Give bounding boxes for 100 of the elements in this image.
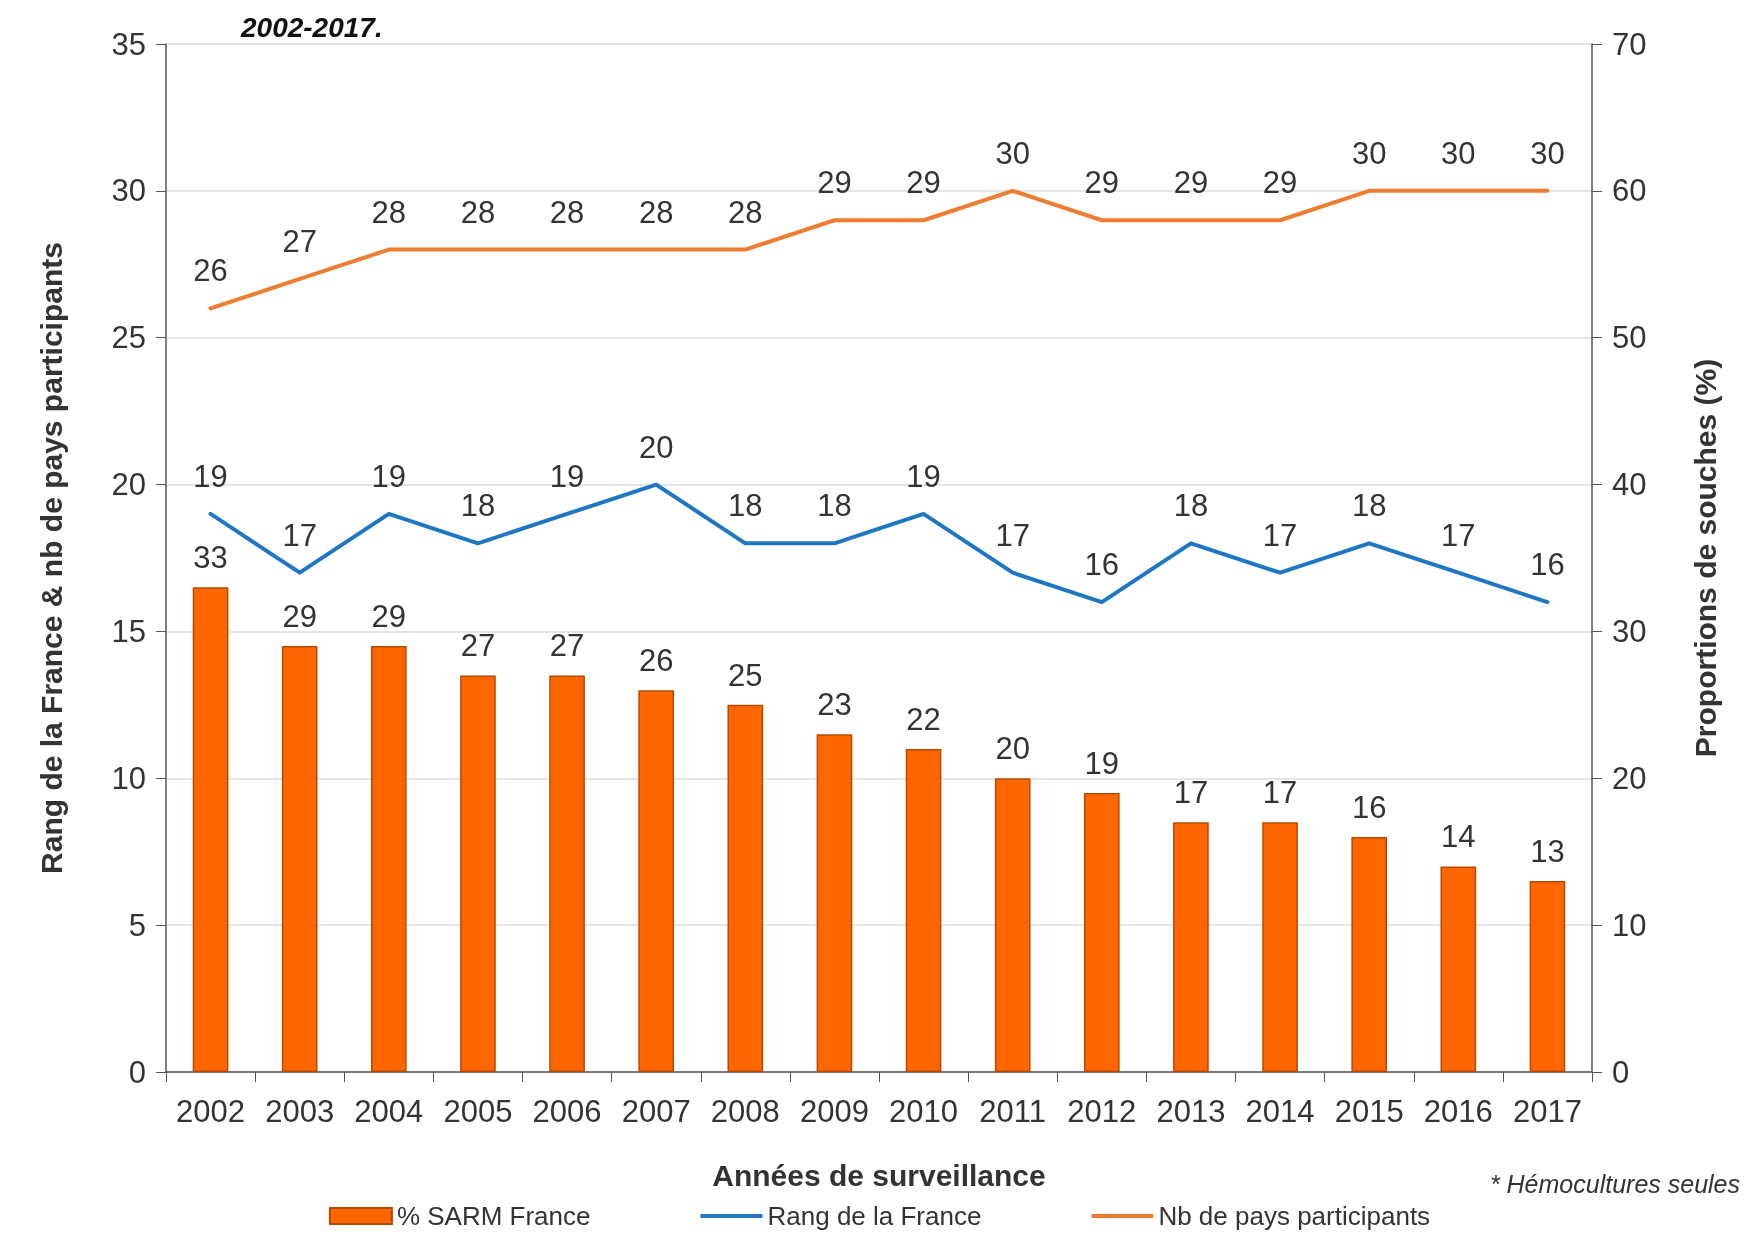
data-label: 16 xyxy=(1351,790,1387,826)
x-tick-label: 2009 xyxy=(799,1094,869,1129)
data-label: 23 xyxy=(817,687,852,723)
bar xyxy=(549,675,585,1072)
bar xyxy=(1083,792,1120,1072)
y-axis-title: Rang de la France & nb de pays participants xyxy=(34,242,68,874)
y-tick-label: 20 xyxy=(111,467,146,503)
x-tick-label: 2016 xyxy=(1423,1094,1493,1129)
y2-tick-label: 10 xyxy=(1612,907,1647,943)
x-tick-label: 2015 xyxy=(1334,1094,1404,1129)
x-tick-label: 2002 xyxy=(176,1094,246,1129)
data-label: 19 xyxy=(1084,745,1120,781)
legend-label: % SARM France xyxy=(396,1201,591,1231)
data-label: 29 xyxy=(1084,165,1120,201)
x-tick-label: 2007 xyxy=(621,1094,691,1129)
data-label: 27 xyxy=(282,223,317,259)
data-label: 18 xyxy=(728,488,763,524)
x-tick-label: 2008 xyxy=(710,1094,780,1129)
data-label: 30 xyxy=(1351,135,1387,171)
data-label: 27 xyxy=(460,628,496,664)
y-tick-label: 0 xyxy=(128,1054,146,1090)
y-tick-label: 5 xyxy=(128,907,146,943)
data-label: 28 xyxy=(549,194,585,230)
data-label: 28 xyxy=(460,194,496,230)
y2-tick-label: 60 xyxy=(1612,173,1647,209)
data-label: 17 xyxy=(1441,517,1476,553)
data-label: 29 xyxy=(282,599,317,635)
data-label: 19 xyxy=(549,458,585,494)
data-label: 16 xyxy=(1530,547,1565,583)
data-label: 18 xyxy=(1173,488,1209,524)
data-label: 25 xyxy=(728,657,763,693)
y-tick-label: 10 xyxy=(111,760,146,796)
bar xyxy=(370,646,407,1072)
y2-tick-label: 40 xyxy=(1612,467,1647,503)
data-label: 17 xyxy=(282,517,317,553)
y2-tick-label: 20 xyxy=(1612,760,1647,796)
x-axis-title: Années de surveillance xyxy=(712,1158,1046,1192)
data-label: 30 xyxy=(1530,135,1565,171)
data-label: 20 xyxy=(638,429,674,465)
data-label: 18 xyxy=(460,488,496,524)
data-label: 30 xyxy=(995,135,1030,171)
bar xyxy=(727,704,764,1072)
data-label: 19 xyxy=(906,458,941,494)
x-tick-label: 2003 xyxy=(265,1094,335,1129)
data-label: 17 xyxy=(1262,775,1298,811)
data-label: 30 xyxy=(1441,135,1476,171)
data-label: 17 xyxy=(1173,775,1209,811)
legend-label: Rang de la France xyxy=(767,1201,982,1231)
data-label: 14 xyxy=(1441,819,1476,855)
data-label: 27 xyxy=(549,628,585,664)
bar xyxy=(192,587,229,1072)
text: * Hémocultures seules xyxy=(1489,1169,1741,1198)
data-label: 22 xyxy=(906,701,941,737)
legend-label: Nb de pays participants xyxy=(1158,1201,1431,1231)
data-label: 33 xyxy=(193,540,228,576)
data-label: 29 xyxy=(371,599,407,635)
data-label: 26 xyxy=(638,643,674,679)
data-label: 17 xyxy=(995,517,1030,553)
x-tick-label: 2010 xyxy=(889,1094,959,1129)
y-tick-label: 15 xyxy=(111,613,146,649)
y2-tick-label: 50 xyxy=(1612,320,1647,356)
y2-axis-title: Proportions de souches (%) xyxy=(1688,358,1722,758)
data-label: 20 xyxy=(995,731,1030,767)
x-tick-label: 2006 xyxy=(532,1094,602,1129)
y2-tick-label: 30 xyxy=(1612,613,1647,649)
data-label: 28 xyxy=(638,194,674,230)
data-label: 29 xyxy=(906,165,941,201)
x-tick-label: 2011 xyxy=(979,1094,1047,1129)
data-label: 17 xyxy=(1262,517,1298,553)
x-tick-label: 2005 xyxy=(443,1094,513,1129)
data-label: 19 xyxy=(371,458,407,494)
data-label: 26 xyxy=(193,253,228,289)
bar xyxy=(1440,866,1477,1072)
bar xyxy=(1351,837,1388,1072)
data-label: 19 xyxy=(193,458,228,494)
data-label: 13 xyxy=(1530,834,1565,870)
bar xyxy=(816,734,853,1072)
data-label: 29 xyxy=(1173,165,1209,201)
data-label: 28 xyxy=(728,194,763,230)
y-tick-label: 35 xyxy=(111,26,146,62)
bar xyxy=(905,748,942,1072)
bar xyxy=(281,646,318,1072)
data-label: 18 xyxy=(817,488,852,524)
bar xyxy=(1529,881,1566,1072)
x-tick-label: 2004 xyxy=(354,1094,424,1129)
bar xyxy=(1173,822,1209,1072)
x-tick-label: 2014 xyxy=(1245,1094,1315,1129)
x-tick-label: 2013 xyxy=(1156,1094,1226,1129)
data-label: 16 xyxy=(1084,547,1120,583)
x-tick-label: 2012 xyxy=(1067,1094,1137,1129)
y-tick-label: 25 xyxy=(111,320,146,356)
bar xyxy=(1262,822,1298,1072)
y-tick-label: 30 xyxy=(111,173,146,209)
bar xyxy=(994,778,1031,1072)
data-label: 28 xyxy=(371,194,407,230)
chart-title: 2002-2017. xyxy=(240,11,383,43)
bar xyxy=(638,690,675,1072)
data-label: 18 xyxy=(1351,488,1387,524)
data-label: 29 xyxy=(817,165,852,201)
y2-tick-label: 0 xyxy=(1612,1054,1630,1090)
